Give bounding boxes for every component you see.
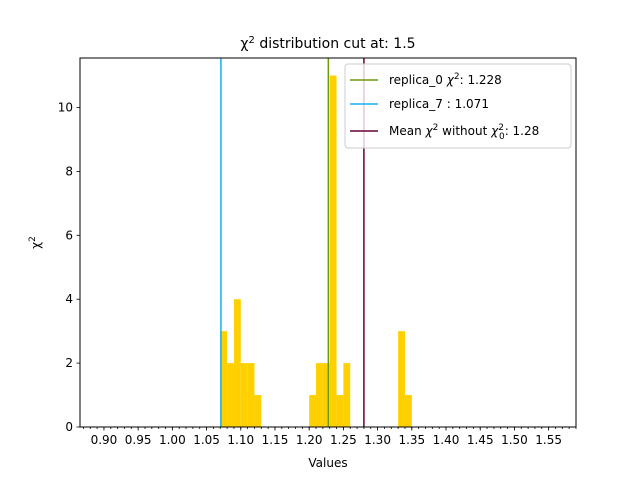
x-axis-label: Values <box>308 456 347 470</box>
histogram-bar-5 <box>254 395 262 427</box>
histogram-bars <box>220 75 412 428</box>
x-tick-label: 1.30 <box>364 433 391 447</box>
histogram-bar-9 <box>329 75 337 428</box>
x-tick-label: 0.90 <box>91 433 118 447</box>
x-tick-label: 1.25 <box>330 433 357 447</box>
x-tick-label: 1.50 <box>501 433 528 447</box>
histogram-bar-11 <box>343 363 351 427</box>
x-tick-label: 1.55 <box>535 433 562 447</box>
title-suffix: distribution cut at: 1.5 <box>255 36 416 52</box>
histogram-bar-7 <box>316 363 323 427</box>
y-axis-ticks: 0 2 4 6 8 10 <box>58 101 80 434</box>
x-tick-label: 1.00 <box>159 433 186 447</box>
histogram-bar-0 <box>220 331 228 427</box>
histogram-bar-12 <box>398 331 405 427</box>
histogram-bar-10 <box>336 395 344 427</box>
x-tick-label: 1.45 <box>467 433 494 447</box>
histogram-bar-2 <box>233 299 241 427</box>
y-tick-label: 8 <box>65 164 73 178</box>
x-tick-label: 1.20 <box>296 433 323 447</box>
y-tick-label: 4 <box>65 292 73 306</box>
x-tick-label: 1.05 <box>193 433 220 447</box>
x-tick-label: 1.40 <box>433 433 460 447</box>
histogram-bar-3 <box>240 363 248 427</box>
histogram-bar-13 <box>404 395 412 427</box>
y-tick-label: 0 <box>65 420 73 434</box>
y-tick-label: 10 <box>58 101 73 115</box>
title-sup: 2 <box>249 35 255 46</box>
title-chi: χ <box>240 36 248 52</box>
histogram-bar-4 <box>247 363 255 427</box>
histogram-bar-1 <box>227 363 234 427</box>
histogram-bar-6 <box>309 395 317 427</box>
ylabel-sup: 2 <box>28 236 38 242</box>
y-tick-label: 6 <box>65 228 73 242</box>
legend-label: Mean χ2 without χ2 0: 1.28 <box>389 123 539 142</box>
x-tick-label: 1.35 <box>398 433 425 447</box>
plot-frame <box>79 57 577 428</box>
x-axis-ticks: 0.90 0.95 1.00 1.05 1.10 1.15 1.20 1.25 1.30 1.35… <box>83 427 577 447</box>
histogram-bar-8 <box>322 363 330 427</box>
ylabel-chi: χ <box>29 242 43 249</box>
y-tick-label: 2 <box>65 356 73 370</box>
chart-title: χ2 distribution cut at: 1.5 <box>240 35 415 53</box>
legend-label: replica_7 : 1.071 <box>389 97 489 111</box>
legend-items: replica_0 χ2: 1.228 replica_7 : 1.071 Mean… <box>350 72 539 142</box>
legend-box <box>344 63 572 149</box>
x-tick-label: 1.15 <box>262 433 289 447</box>
x-tick-label: 1.10 <box>227 433 254 447</box>
legend-label: replica_0 χ2: 1.228 <box>389 72 502 87</box>
legend: replica_0 χ2: 1.228 replica_7 : 1.071 Mean… <box>344 63 572 149</box>
x-tick-label: 0.95 <box>125 433 152 447</box>
y-axis-label: χ2 <box>28 236 43 249</box>
